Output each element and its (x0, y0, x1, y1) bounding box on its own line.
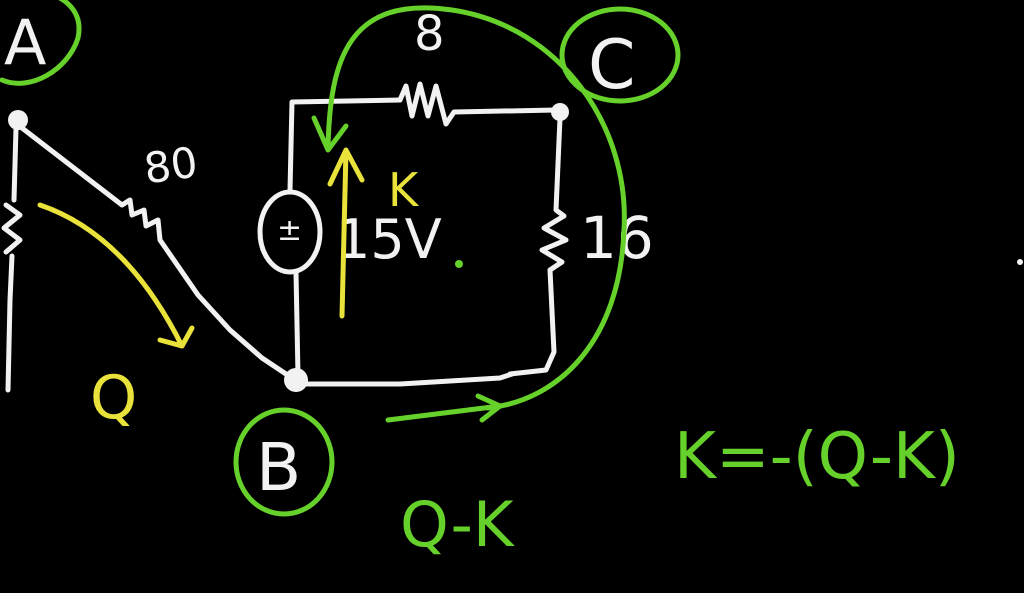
node-a: A (0, 0, 82, 86)
node-b: B (233, 407, 335, 517)
voltage-source: ± 15V (257, 189, 442, 379)
current-q-minus-k-arrow (385, 393, 503, 423)
node-a-green-circle (0, 0, 82, 86)
resistor-16-label: 16 (580, 204, 654, 272)
equation: K=-(Q-K) (674, 420, 960, 494)
wire-a-down (1, 125, 23, 393)
loop-k-green-arrow (311, 5, 627, 411)
stray-mark (1017, 259, 1023, 265)
node-c-dot (551, 103, 569, 121)
node-b-label: B (256, 429, 301, 506)
node-a-label: A (4, 6, 46, 79)
node-c: C (559, 6, 681, 105)
center-green-dot (455, 260, 463, 268)
resistor-8-zigzag (397, 81, 559, 127)
wire-right (507, 115, 569, 377)
current-k-label: K (388, 163, 420, 217)
voltage-source-symbol: ± (277, 213, 302, 248)
wire-top-left (287, 97, 403, 193)
node-c-label: C (588, 26, 635, 105)
node-b-green-circle (233, 407, 335, 517)
node-c-green-circle (559, 6, 681, 104)
current-k-arrow (327, 147, 365, 319)
voltage-source-circle (257, 189, 323, 275)
resistor-80-label: 80 (141, 137, 201, 193)
resistor-8-label: 8 (414, 6, 445, 62)
wire-a-to-b (19, 125, 295, 381)
voltage-source-value: 15V (336, 208, 442, 271)
current-q-label: Q (90, 363, 137, 433)
wire-source-down (293, 269, 301, 379)
node-a-dot (8, 110, 28, 130)
current-q-annotation: Q (37, 202, 195, 433)
current-q-minus-k-label: Q-K (400, 488, 515, 561)
current-k-annotation: K (327, 147, 420, 319)
current-q-arrow (37, 202, 195, 349)
wire-bottom (297, 371, 515, 387)
